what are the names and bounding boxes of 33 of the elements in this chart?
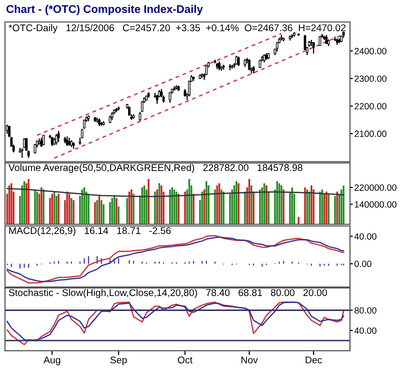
candlestick: [276, 42, 278, 52]
y-tick-label: 80.00: [354, 307, 376, 314]
candlestick: [248, 58, 250, 71]
annotation: Stochastic - Slow(High,Low,Close,14,20,80) 78.40 68.81 80.00 20.00: [8, 288, 327, 298]
y-tick-label: 0.00: [354, 260, 372, 268]
y-tick-label: 40.00: [354, 233, 376, 240]
candlestick: [237, 56, 240, 67]
y-tick-label: 2300.00: [354, 75, 386, 82]
y-tick-label: 140000.00: [354, 201, 396, 208]
y-tick-label: 2100.00: [354, 130, 386, 137]
candlestick: [25, 137, 28, 152]
line-series: [6, 188, 344, 198]
chart-title: Chart - (*OTC) Composite Index-Daily: [6, 4, 203, 16]
y-tick-label: 2400.00: [354, 48, 386, 54]
x-tick-label: Nov: [241, 356, 258, 364]
x-tick-label: Oct: [178, 356, 192, 364]
candlestick: [318, 36, 322, 47]
candlestick: [57, 130, 60, 142]
y-tick-label: 220000.00: [354, 184, 396, 191]
x-tick-label: Sep: [110, 356, 127, 366]
candlestick: [40, 137, 43, 148]
annotation: *OTC-Daily 12/15/2006 C=2457.20 +3.35 +0.14% O=2467.36 H=2470.02: [8, 24, 346, 34]
x-tick-label: Dec: [306, 356, 322, 364]
annotation: MACD(12,26,9) 16.14 18.71 -2.56: [9, 226, 171, 236]
candlestick: [173, 86, 176, 92]
candlestick: [66, 136, 68, 147]
candlestick: [55, 134, 58, 146]
x-tick-label: Aug: [44, 356, 60, 366]
y-tick-label: 40.00: [354, 327, 376, 334]
candlestick: [34, 144, 36, 154]
candlestick: [312, 42, 315, 54]
annotation: Volume Average(50,50,DARKGREEN,Red) 228782.00 184578.98: [8, 164, 302, 173]
y-tick-label: 2200.00: [354, 103, 386, 110]
